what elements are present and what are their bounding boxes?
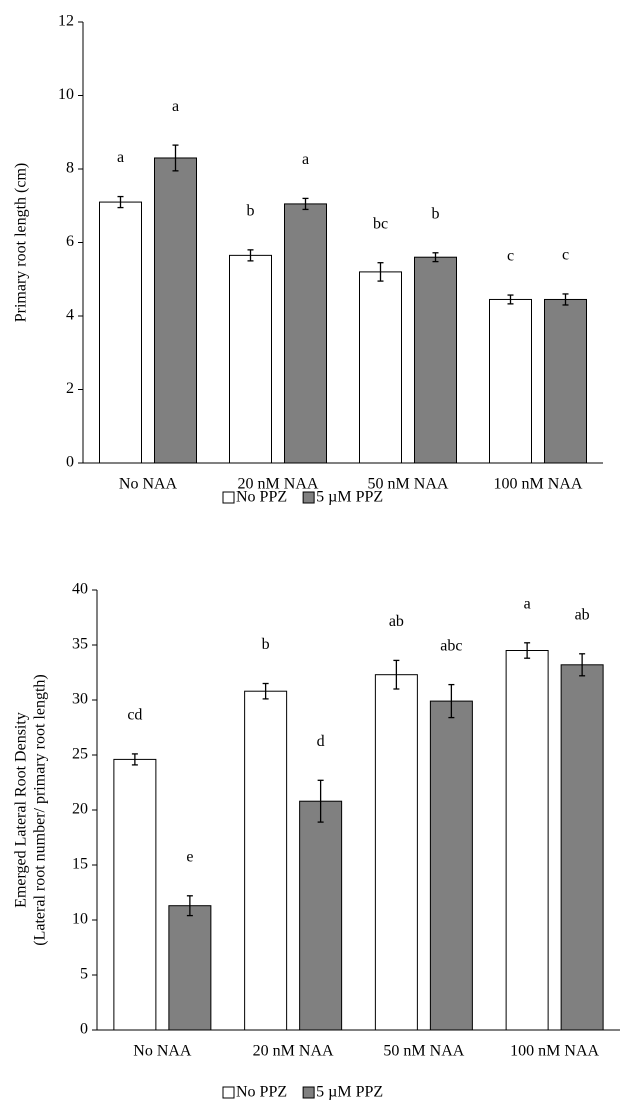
error-bar <box>131 753 138 766</box>
significance-letter: ab <box>389 613 404 630</box>
significance-letter: a <box>172 98 179 115</box>
x-tick-label: 50 nM NAA <box>368 476 449 493</box>
error-bar <box>247 249 254 262</box>
error-bar <box>172 144 179 172</box>
y-tick-label: 10 <box>58 86 74 103</box>
bar <box>229 254 272 464</box>
legend-label: No PPZ <box>236 1084 287 1101</box>
y-tick-label: 0 <box>66 454 74 471</box>
legend-swatch <box>222 491 235 504</box>
bar <box>560 664 604 1031</box>
bar <box>505 650 549 1031</box>
error-bar <box>117 195 124 209</box>
y-tick-label: 2 <box>66 380 74 397</box>
x-tick-label: 100 nM NAA <box>494 476 583 493</box>
y-tick-label: 0 <box>80 1021 88 1038</box>
y-tick-label: 5 <box>80 966 88 983</box>
significance-letter: abc <box>440 637 462 654</box>
significance-letter: cd <box>127 707 142 724</box>
bar <box>544 298 587 464</box>
bar <box>154 157 197 464</box>
significance-letter: a <box>302 151 309 168</box>
y-tick-label: 4 <box>66 307 74 324</box>
bar <box>113 758 157 1031</box>
x-tick-label: 20 nM NAA <box>253 1043 334 1060</box>
significance-letter: d <box>317 733 325 750</box>
y-tick-label: 12 <box>58 13 74 30</box>
significance-letter: ab <box>575 606 590 623</box>
legend-swatch <box>302 491 315 504</box>
y-axis-label: Emerged Lateral Root Density <box>13 712 30 908</box>
legend-label: 5 µM PPZ <box>316 489 383 506</box>
significance-letter: c <box>562 247 569 264</box>
error-bar <box>262 682 269 700</box>
significance-letter: bc <box>373 215 388 232</box>
y-tick-label: 30 <box>72 691 88 708</box>
error-bar <box>432 252 439 263</box>
y-tick-label: 8 <box>66 160 74 177</box>
y-tick-label: 20 <box>72 801 88 818</box>
error-bar <box>524 642 531 659</box>
y-axis-label: Primary root length (cm) <box>13 163 30 323</box>
significance-letter: e <box>186 848 193 865</box>
error-bar <box>377 262 384 282</box>
x-tick-label: 20 nM NAA <box>238 476 319 493</box>
significance-letter: c <box>507 248 514 265</box>
significance-letter: a <box>117 149 124 166</box>
x-tick-label: No NAA <box>133 1043 192 1060</box>
error-bar <box>562 293 569 306</box>
significance-letter: b <box>432 205 440 222</box>
error-bar <box>507 294 514 305</box>
bar <box>244 690 288 1031</box>
bar <box>489 298 532 464</box>
bar <box>99 201 142 464</box>
bar <box>429 700 473 1031</box>
error-bar <box>302 197 309 211</box>
significance-letter: b <box>262 636 270 653</box>
legend-swatch <box>302 1086 315 1099</box>
y-tick-label: 35 <box>72 636 88 653</box>
bar <box>299 800 343 1031</box>
bar <box>168 905 212 1031</box>
y-tick-label: 6 <box>66 233 74 250</box>
bar <box>284 203 327 464</box>
y-tick-label: 15 <box>72 856 88 873</box>
significance-letter: b <box>247 203 255 220</box>
y-tick-label: 10 <box>72 911 88 928</box>
y-axis-label: (Lateral root number/ primary root lengt… <box>32 674 49 945</box>
significance-letter: a <box>524 595 531 612</box>
x-tick-label: 50 nM NAA <box>383 1043 464 1060</box>
bar <box>414 256 457 464</box>
bar <box>359 271 402 464</box>
x-tick-label: No NAA <box>119 476 178 493</box>
error-bar <box>448 683 455 719</box>
y-tick-label: 25 <box>72 746 88 763</box>
legend-label: 5 µM PPZ <box>316 1084 383 1101</box>
error-bar <box>317 779 324 823</box>
error-bar <box>186 895 193 917</box>
legend-swatch <box>222 1086 235 1099</box>
legend-label: No PPZ <box>236 489 287 506</box>
y-tick-label: 40 <box>72 581 88 598</box>
error-bar <box>579 653 586 677</box>
error-bar <box>393 659 400 690</box>
bar <box>374 674 418 1031</box>
x-tick-label: 100 nM NAA <box>510 1043 599 1060</box>
